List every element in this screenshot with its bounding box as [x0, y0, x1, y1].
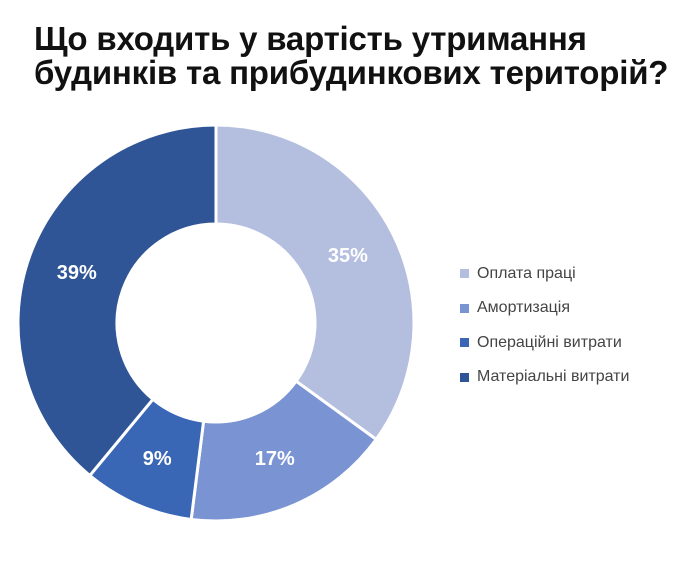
legend-item: Оплата праці [460, 258, 629, 289]
legend-label: Матеріальні витрати [477, 368, 630, 385]
legend-label: Оплата праці [477, 264, 576, 282]
donut-slices [16, 123, 416, 523]
legend-label: Операційні витрати [477, 333, 622, 351]
legend-label: Амортизація [477, 299, 570, 316]
slice-data-label: 9% [143, 448, 172, 470]
chart-title-line-2: будинків та прибудинкових територій? [34, 54, 669, 91]
legend-swatch [460, 338, 469, 347]
slice-data-label: 35% [328, 245, 368, 267]
legend-swatch [460, 372, 469, 382]
chart-title: Що входить у вартість утримання будинків… [34, 22, 674, 90]
donut-slice-labels: 35% 17% 9% 39% [57, 245, 368, 470]
legend-swatch [460, 303, 469, 313]
chart-title-line-1: Що входить у вартість утримання [34, 20, 587, 57]
legend-item: Амортизація [460, 293, 629, 324]
donut-slice [16, 123, 218, 478]
donut-slice [214, 123, 416, 442]
legend-swatch [460, 269, 469, 278]
legend-item: Матеріальні витрати [460, 362, 629, 393]
chart-legend: Оплата праці Амортизація Операційні витрат… [460, 258, 629, 396]
slice-data-label: 39% [57, 262, 97, 284]
donut-slice [189, 379, 379, 523]
slice-data-label: 17% [255, 448, 295, 470]
legend-item: Операційні витрати [460, 327, 629, 358]
